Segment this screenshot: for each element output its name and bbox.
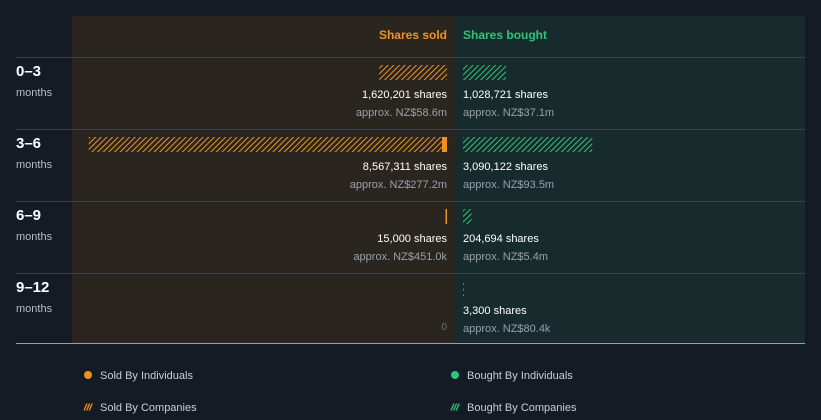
legend-label: Bought By Individuals bbox=[467, 370, 573, 382]
legend-label: Sold By Companies bbox=[100, 402, 197, 414]
sold-header: Shares sold bbox=[379, 28, 447, 42]
period-label: 0–3 bbox=[16, 63, 41, 80]
period-unit-label: months bbox=[16, 303, 53, 315]
bar-bought-companies bbox=[463, 65, 507, 80]
sold-shares-label: 1,620,201 shares bbox=[362, 89, 448, 101]
legend-item: Sold By Companies bbox=[83, 402, 197, 414]
bought-value-label: approx. NZ$37.1m bbox=[463, 107, 554, 119]
bar-sold-companies bbox=[379, 65, 447, 80]
bought-shares-label: 3,090,122 shares bbox=[463, 161, 549, 173]
bought-panel bbox=[455, 16, 805, 343]
bought-shares-label: 3,300 shares bbox=[463, 305, 527, 317]
bought-value-label: approx. NZ$93.5m bbox=[463, 179, 554, 191]
bar-bought-companies bbox=[463, 209, 472, 224]
period-label: 3–6 bbox=[16, 135, 41, 152]
legend-swatch-solid bbox=[84, 371, 92, 379]
bought-header: Shares bought bbox=[463, 28, 547, 42]
sold-value-label: approx. NZ$58.6m bbox=[356, 107, 447, 119]
bar-sold-individuals bbox=[445, 209, 447, 224]
legend-label: Sold By Individuals bbox=[100, 370, 193, 382]
sold-shares-label: 8,567,311 shares bbox=[363, 161, 448, 173]
legend-swatch-solid bbox=[451, 371, 459, 379]
period-label: 6–9 bbox=[16, 207, 41, 224]
period-unit-label: months bbox=[16, 231, 53, 243]
bought-value-label: approx. NZ$5.4m bbox=[463, 251, 548, 263]
legend-swatch-hatched bbox=[450, 403, 460, 411]
bar-sold-individuals bbox=[441, 137, 447, 152]
period-unit-label: months bbox=[16, 87, 53, 99]
legend-item: Bought By Individuals bbox=[451, 370, 573, 382]
sold-shares-label: 15,000 shares bbox=[377, 233, 447, 245]
bar-bought-companies bbox=[463, 281, 464, 296]
bought-shares-label: 204,694 shares bbox=[463, 233, 539, 245]
sold-value-label: approx. NZ$451.0k bbox=[353, 251, 447, 263]
period-unit-label: months bbox=[16, 159, 53, 171]
bought-shares-label: 1,028,721 shares bbox=[463, 89, 549, 101]
sold-value-label: approx. NZ$277.2m bbox=[350, 179, 447, 191]
bar-sold-companies bbox=[88, 137, 442, 152]
bar-bought-companies bbox=[463, 137, 593, 152]
legend-label: Bought By Companies bbox=[467, 402, 577, 414]
sold-zero-label: 0 bbox=[441, 322, 447, 333]
bought-value-label: approx. NZ$80.4k bbox=[463, 323, 551, 335]
legend-swatch-hatched bbox=[83, 403, 93, 411]
legend-item: Sold By Individuals bbox=[84, 370, 193, 382]
period-label: 9–12 bbox=[16, 279, 49, 296]
legend-item: Bought By Companies bbox=[450, 402, 577, 414]
